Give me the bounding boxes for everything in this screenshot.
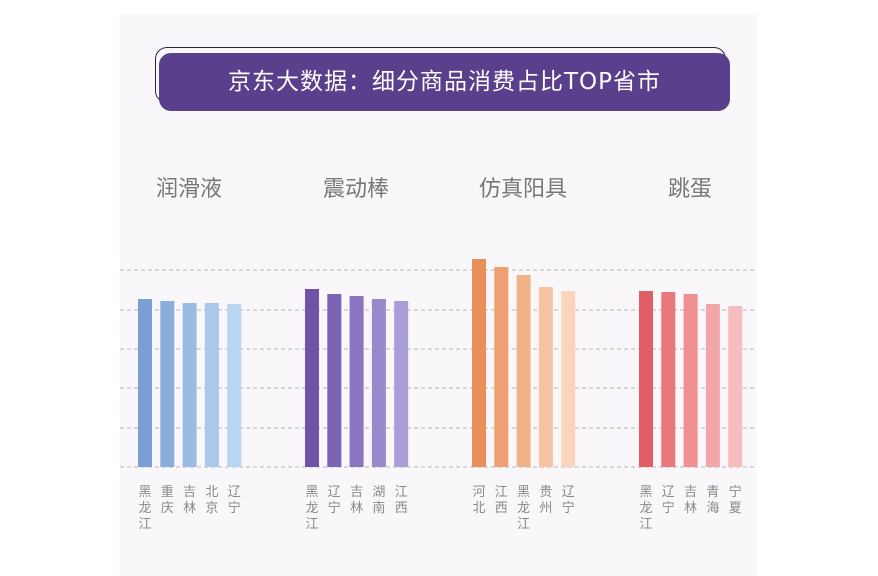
bar [305,289,319,467]
bar [138,299,152,467]
tick-label: 北京 [205,485,218,516]
tick-label: 吉林 [183,485,196,516]
bar [494,267,509,467]
bar [327,294,342,467]
tick-label: 黑龙江 [305,485,318,532]
category-title: 震动棒 [323,177,389,202]
tick-label: 辽宁 [328,485,341,516]
bar [227,304,242,467]
bar [683,294,698,467]
bar [349,296,364,467]
bar [160,301,175,467]
bar [182,303,197,467]
category-title: 仿真阳具 [479,177,567,202]
tick-label: 江西 [395,485,408,516]
category-title: 润滑液 [156,177,222,202]
bar [661,292,676,467]
tick-label: 辽宁 [562,485,575,516]
tick-label: 江西 [495,485,508,516]
bar [516,275,531,467]
bar [472,259,486,467]
tick-label: 辽宁 [662,485,675,516]
bar [394,301,409,467]
bar [371,299,386,467]
category-title: 跳蛋 [668,177,712,202]
tick-label: 湖南 [372,485,385,516]
bar [538,287,553,467]
bar [561,291,576,467]
title-banner: 京东大数据：细分商品消费占比TOP省市 [155,47,730,113]
tick-label: 黑龙江 [517,485,530,532]
tick-label: 宁夏 [729,484,742,516]
tick-label: 重庆 [161,484,174,516]
tick-label: 黑龙江 [639,485,652,532]
tick-label: 吉林 [684,485,697,516]
tick-label: 河北 [472,485,485,516]
tick-label: 贵州 [539,485,552,516]
chart-title: 京东大数据：细分商品消费占比TOP省市 [159,53,730,111]
tick-label: 黑龙江 [138,485,151,532]
bar [639,291,653,467]
tick-label: 青海 [706,485,719,516]
bar [705,304,720,467]
tick-label: 辽宁 [228,485,241,516]
bar [204,303,219,467]
tick-label: 吉林 [350,485,363,516]
bar [728,306,743,467]
